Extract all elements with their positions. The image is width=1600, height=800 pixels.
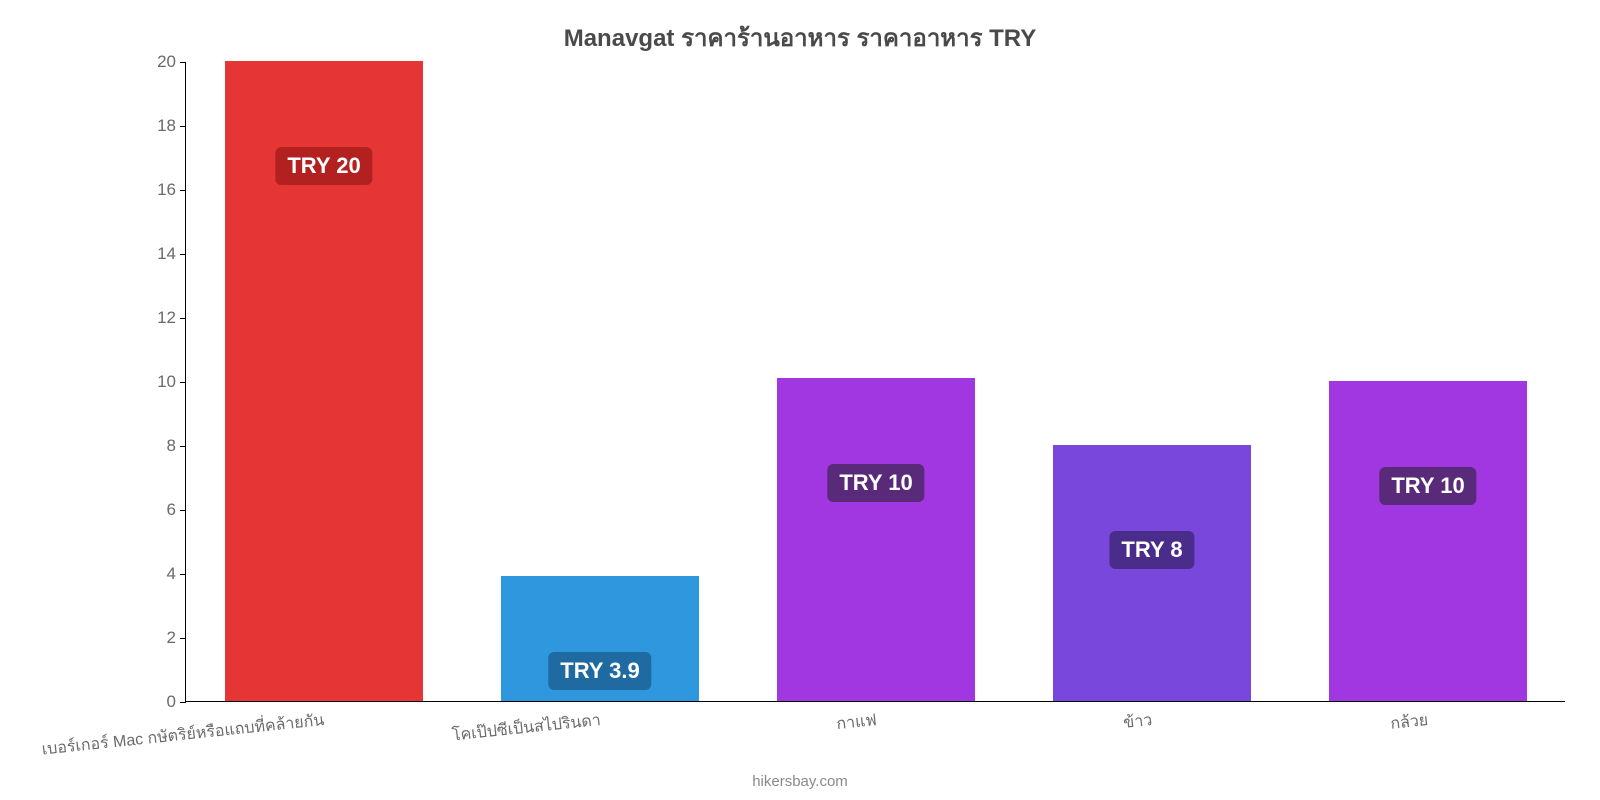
plot-area: TRY 20TRY 3.9TRY 10TRY 8TRY 10 024681012… xyxy=(185,62,1565,702)
x-axis-label: เบอร์เกอร์ Mac กษัตริย์หรือแถบที่คล้ายกั… xyxy=(41,708,326,763)
y-tick-label: 8 xyxy=(167,436,176,456)
x-axis-labels: เบอร์เกอร์ Mac กษัตริย์หรือแถบที่คล้ายกั… xyxy=(185,702,1565,782)
bars-layer: TRY 20 TRY 3.9 TRY 10 TRY 8 TRY 10 xyxy=(186,62,1565,701)
y-tick-mark xyxy=(180,190,186,191)
chart-title: Manavgat ราคาร้านอาหาร ราคาอาหาร TRY xyxy=(0,18,1600,57)
y-tick-label: 6 xyxy=(167,500,176,520)
value-badge: TRY 20 xyxy=(275,147,372,185)
y-tick-label: 0 xyxy=(167,692,176,712)
value-badge: TRY 10 xyxy=(1379,467,1476,505)
x-axis-label: โคเป๊ปซีเป็นสไปรินดา xyxy=(450,708,601,748)
value-badge: TRY 3.9 xyxy=(548,652,651,690)
bar xyxy=(777,378,976,701)
y-tick-label: 4 xyxy=(167,564,176,584)
y-tick-mark xyxy=(180,318,186,319)
chart-container: Manavgat ราคาร้านอาหาร ราคาอาหาร TRY TRY… xyxy=(0,0,1600,800)
value-badge: TRY 8 xyxy=(1109,531,1194,569)
y-tick-mark xyxy=(180,446,186,447)
y-tick-label: 2 xyxy=(167,628,176,648)
y-tick-mark xyxy=(180,126,186,127)
bar xyxy=(1329,381,1528,701)
x-axis-label: กล้วย xyxy=(1389,708,1429,737)
y-tick-label: 10 xyxy=(157,372,176,392)
y-tick-label: 20 xyxy=(157,52,176,72)
x-axis-label: กาแฟ xyxy=(835,708,878,737)
credit-text: hikersbay.com xyxy=(0,773,1600,790)
y-tick-mark xyxy=(180,574,186,575)
y-tick-label: 12 xyxy=(157,308,176,328)
x-axis-label: ข้าว xyxy=(1122,708,1153,736)
y-tick-mark xyxy=(180,510,186,511)
y-tick-label: 18 xyxy=(157,116,176,136)
bar xyxy=(1053,445,1252,701)
y-tick-mark xyxy=(180,62,186,63)
value-badge: TRY 10 xyxy=(827,464,924,502)
y-tick-mark xyxy=(180,638,186,639)
y-tick-mark xyxy=(180,382,186,383)
y-tick-label: 14 xyxy=(157,244,176,264)
y-tick-mark xyxy=(180,254,186,255)
y-tick-label: 16 xyxy=(157,180,176,200)
